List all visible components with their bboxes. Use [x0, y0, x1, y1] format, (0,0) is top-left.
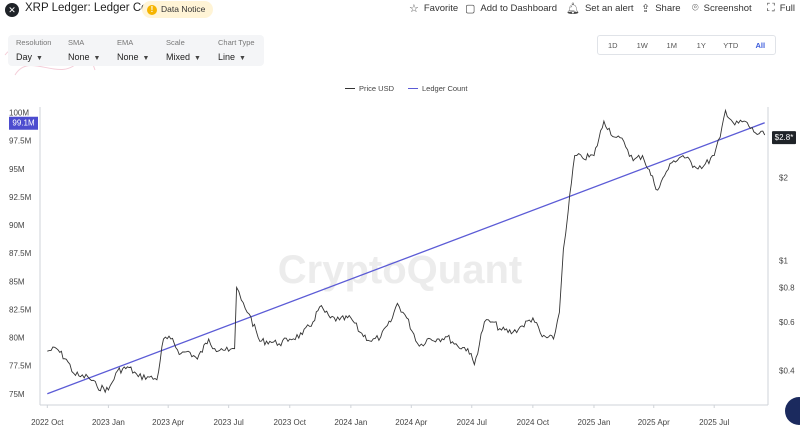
- ledger-current-value-box: [9, 116, 38, 130]
- set-alert-button[interactable]: 🔔︎ Set an alert: [566, 3, 634, 15]
- x-tick-label: 2023 Jul: [214, 418, 244, 427]
- left-tick-label: 97.5M: [9, 137, 32, 146]
- range-ytd[interactable]: YTD: [723, 40, 739, 50]
- chart-legend: Price USD Ledger Count: [345, 84, 467, 93]
- share-icon: ⇪: [641, 3, 651, 15]
- resolution-select[interactable]: Resolution Day ▼: [16, 38, 52, 62]
- right-tick-label: $1: [779, 257, 788, 266]
- x-tick-label: 2025 Jul: [699, 418, 729, 427]
- left-tick-label: 85M: [9, 277, 25, 286]
- chat-bubble-button[interactable]: [785, 397, 800, 425]
- left-tick-label: 95M: [9, 165, 25, 174]
- left-tick-label: 90M: [9, 221, 25, 230]
- legend-item-price[interactable]: Price USD: [345, 84, 394, 93]
- title-bar: ✕ XRP Ledger: Ledger Count ! Data Notice…: [0, 0, 800, 20]
- time-range-selector: 1D 1W 1M 1Y YTD All: [597, 35, 776, 55]
- x-tick-label: 2023 Jan: [92, 418, 125, 427]
- watermark: CryptoQuant: [278, 248, 522, 292]
- ema-select[interactable]: EMA None ▼: [117, 38, 150, 62]
- fullscreen-button[interactable]: ⛶ Full: [767, 2, 796, 14]
- price-current-value-label: $2.8*: [775, 133, 794, 142]
- left-tick-label: 87.5M: [9, 249, 32, 258]
- range-1m[interactable]: 1M: [666, 40, 677, 50]
- left-tick-label: 80M: [9, 334, 25, 343]
- chart-controls: Resolution Day ▼ SMA None ▼ EMA None ▼ Scal…: [8, 35, 264, 66]
- chevron-down-icon: ▼: [142, 55, 150, 62]
- left-tick-label: 100M: [9, 109, 29, 118]
- left-tick-label: 82.5M: [9, 305, 32, 314]
- price-usd-line: [47, 108, 766, 394]
- right-tick-label: $0.4: [779, 367, 795, 376]
- fullscreen-icon: ⛶: [767, 2, 775, 14]
- range-all[interactable]: All: [755, 40, 766, 50]
- screenshot-button[interactable]: ⌾ Screenshot: [692, 2, 752, 14]
- x-tick-label: 2025 Apr: [638, 418, 670, 427]
- favorite-button[interactable]: ☆ Favorite: [409, 3, 459, 15]
- camera-icon: ⌾: [692, 2, 699, 14]
- right-tick-label: $2: [779, 173, 788, 182]
- x-tick-label: 2024 Oct: [517, 418, 550, 427]
- warning-icon: !: [147, 4, 157, 15]
- close-icon[interactable]: ✕: [5, 3, 19, 17]
- star-icon: ☆: [409, 3, 419, 15]
- right-tick-label: $0.6: [779, 318, 795, 327]
- left-tick-label: 75M: [9, 390, 25, 399]
- x-tick-label: 2022 Oct: [31, 418, 64, 427]
- x-tick-label: 2025 Jan: [578, 418, 611, 427]
- x-tick-label: 2023 Apr: [152, 418, 184, 427]
- legend-swatch: [408, 87, 419, 90]
- legend-swatch: [345, 87, 355, 90]
- add-to-dashboard-button[interactable]: ▢ Add to Dashboard: [465, 3, 557, 15]
- range-1d[interactable]: 1D: [607, 40, 618, 50]
- chevron-down-icon: ▼: [239, 55, 246, 62]
- share-button[interactable]: ⇪ Share: [641, 3, 681, 15]
- range-1w[interactable]: 1W: [636, 40, 648, 50]
- legend-item-ledger[interactable]: Ledger Count: [408, 84, 467, 93]
- page-title: XRP Ledger: Ledger Count: [25, 2, 164, 14]
- x-tick-label: 2024 Jan: [334, 418, 367, 427]
- range-1y[interactable]: 1Y: [696, 40, 706, 50]
- data-notice-badge[interactable]: ! Data Notice: [142, 1, 214, 18]
- chevron-down-icon: ▼: [194, 55, 201, 62]
- box-icon: ▢: [465, 3, 476, 15]
- data-notice-label: Data Notice: [161, 4, 206, 14]
- left-tick-label: 77.5M: [9, 362, 32, 371]
- x-tick-label: 2024 Jul: [457, 418, 487, 427]
- ledger-count-line: [47, 122, 765, 395]
- x-tick-label: 2024 Apr: [395, 418, 427, 427]
- bell-icon: 🔔︎: [566, 3, 580, 15]
- x-tick-label: 2023 Oct: [274, 418, 307, 427]
- ledger-current-value-label: 99.1M: [12, 119, 35, 128]
- scale-select[interactable]: Scale Mixed ▼: [166, 38, 201, 62]
- sma-select[interactable]: SMA None ▼: [68, 38, 101, 62]
- chart-type-select[interactable]: Chart Type Line ▼: [218, 38, 255, 62]
- right-tick-label: $0.8: [779, 283, 795, 292]
- price-current-value-box: [772, 131, 796, 145]
- chevron-down-icon: ▼: [36, 55, 43, 62]
- left-tick-label: 92.5M: [9, 193, 32, 202]
- chevron-down-icon: ▼: [93, 55, 101, 62]
